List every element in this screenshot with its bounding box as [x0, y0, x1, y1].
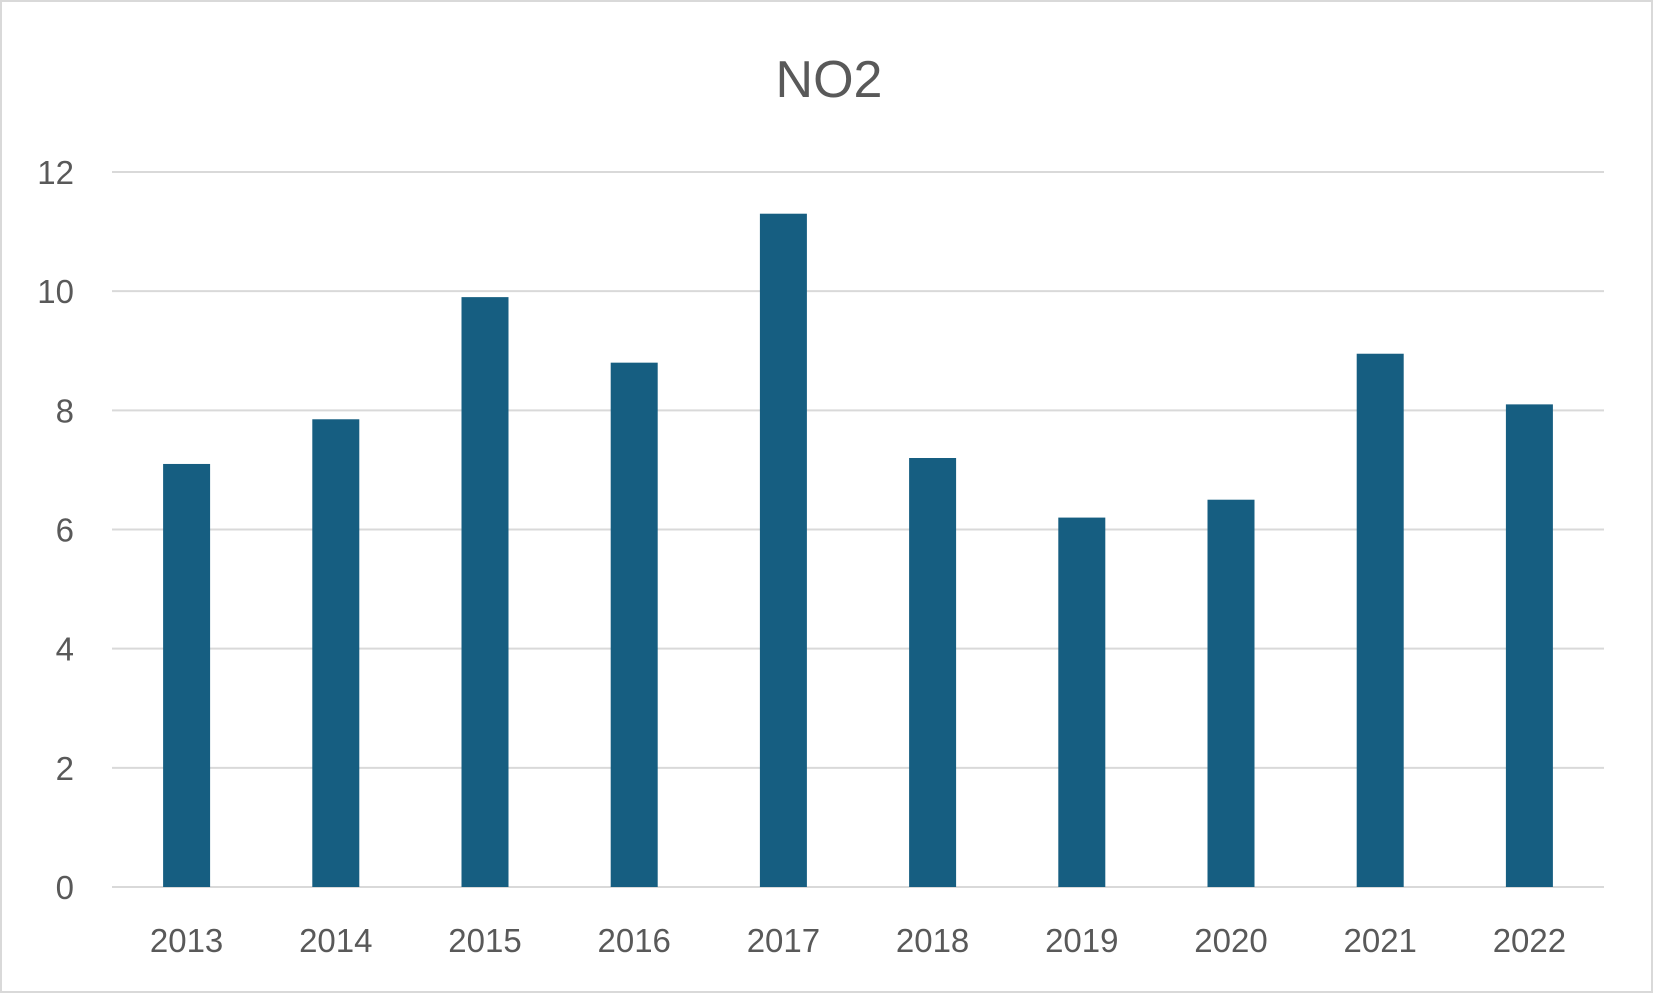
x-tick-label: 2022	[1493, 922, 1566, 959]
chart-title: NO2	[776, 51, 883, 109]
y-tick-label: 8	[56, 392, 74, 429]
x-axis-tick-labels: 2013 2014 2015 2016 2017 2018 2019 2020 2021 2022	[150, 922, 1566, 959]
bar-2015	[461, 297, 509, 887]
x-tick-label: 2017	[747, 922, 820, 959]
bar-2021	[1356, 353, 1404, 888]
x-tick-label: 2019	[1045, 922, 1118, 959]
y-tick-label: 10	[37, 273, 74, 310]
y-tick-label: 0	[56, 869, 74, 906]
bars	[163, 213, 1553, 888]
x-tick-label: 2018	[896, 922, 969, 959]
y-tick-label: 6	[56, 512, 74, 549]
y-tick-label: 2	[56, 750, 74, 787]
bar-2017	[759, 213, 807, 888]
bar-2022	[1505, 404, 1553, 887]
x-tick-label: 2015	[448, 922, 521, 959]
x-tick-label: 2021	[1343, 922, 1416, 959]
x-tick-label: 2013	[150, 922, 223, 959]
y-tick-label: 4	[56, 631, 74, 668]
x-tick-label: 2020	[1194, 922, 1267, 959]
bar-2014	[312, 419, 360, 887]
bar-2013	[163, 463, 211, 887]
bar-2016	[610, 362, 658, 888]
y-tick-label: 12	[37, 154, 74, 191]
x-tick-label: 2016	[597, 922, 670, 959]
bar-2019	[1058, 517, 1106, 887]
bar-2018	[909, 458, 957, 887]
bar-2020	[1207, 499, 1255, 887]
y-axis-tick-labels: 0 2 4 6 8 10 12	[37, 154, 74, 906]
x-tick-label: 2014	[299, 922, 372, 959]
gridlines	[112, 171, 1604, 888]
